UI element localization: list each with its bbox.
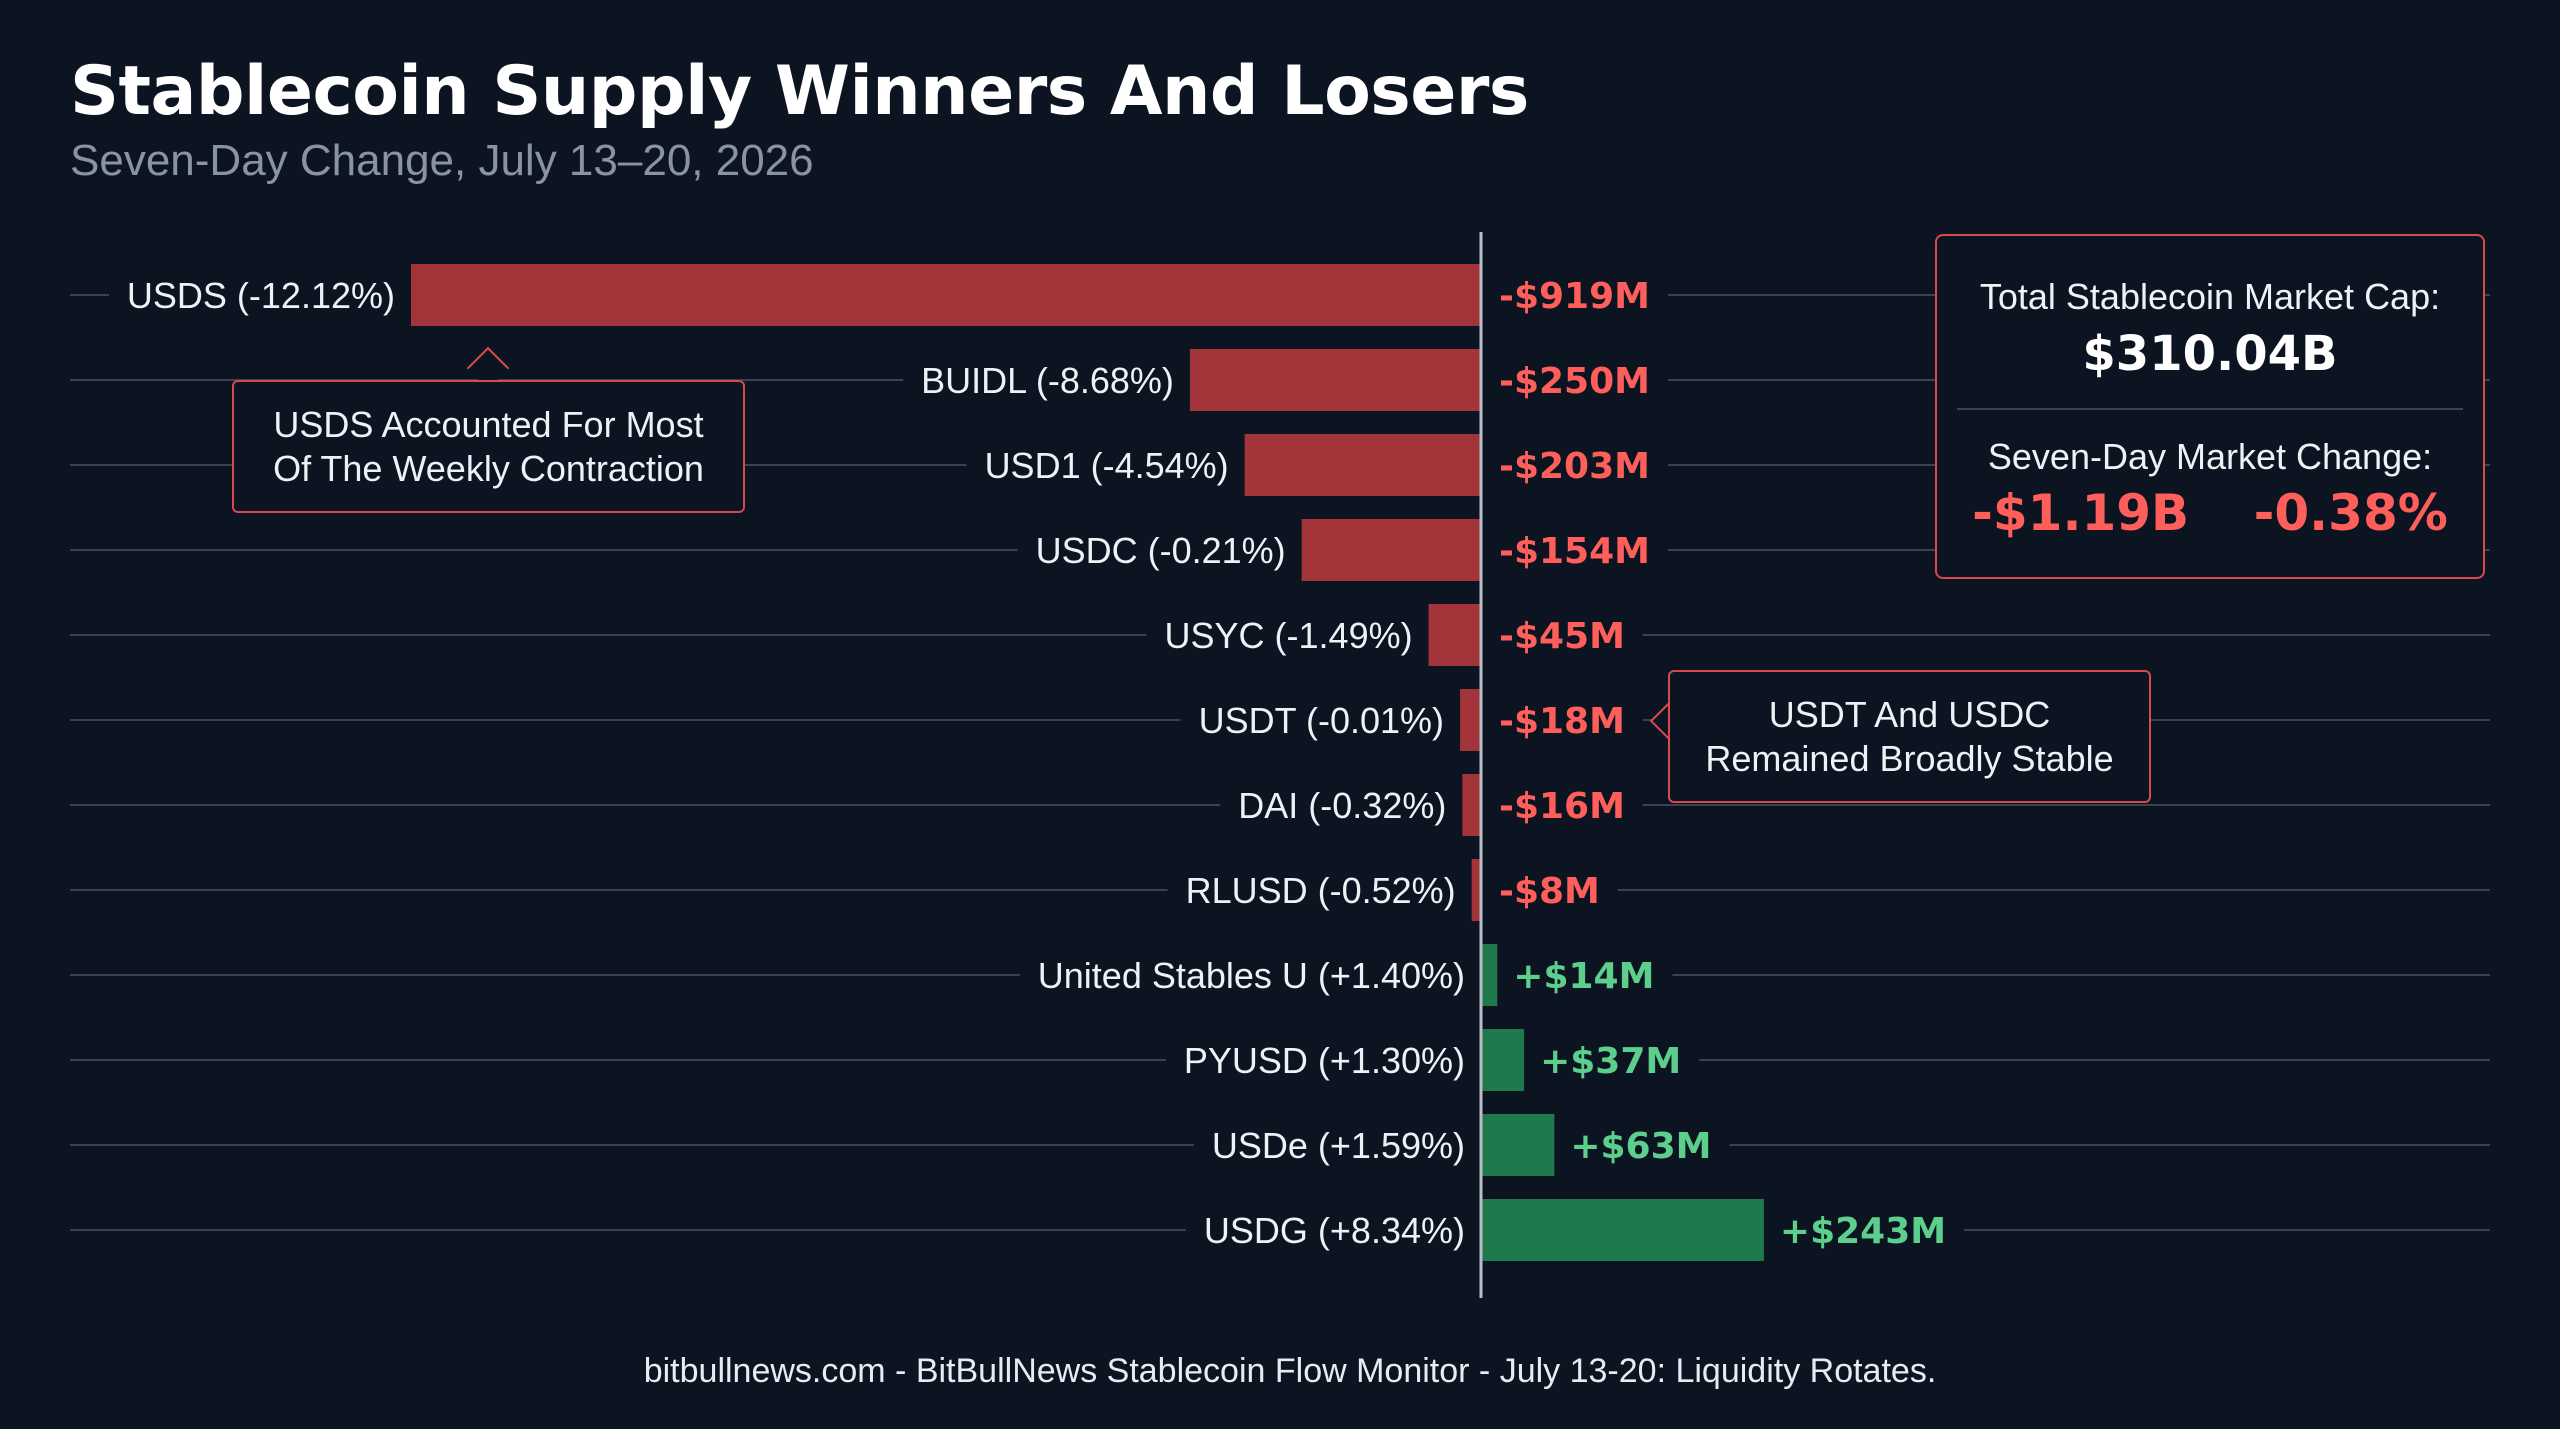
category-label: USDT (-0.01%) <box>1199 700 1444 741</box>
bar <box>1301 519 1481 581</box>
bar <box>1189 349 1481 411</box>
value-label: -$919M <box>1499 276 1650 317</box>
bar <box>1481 944 1498 1006</box>
market-stats-panel: Total Stablecoin Market Cap: $310.04B Se… <box>1935 234 2485 579</box>
value-label: +$243M <box>1780 1211 1946 1252</box>
bar-chart: USDS (-12.12%) -$919M BUIDL (-8.68%) -$250M… <box>70 232 2490 1298</box>
bar <box>1244 434 1481 496</box>
category-label: USYC (-1.49%) <box>1165 615 1413 656</box>
usds-callout: USDS Accounted For Most Of The Weekly Co… <box>232 380 745 513</box>
value-label: +$37M <box>1540 1041 1681 1082</box>
bar <box>1481 1114 1555 1176</box>
value-label: -$250M <box>1499 361 1650 402</box>
stable-callout: USDT And USDC Remained Broadly Stable <box>1668 670 2151 803</box>
value-label: -$45M <box>1499 616 1625 657</box>
value-label: -$18M <box>1499 701 1625 742</box>
bar <box>1471 859 1481 921</box>
value-label: +$63M <box>1570 1126 1711 1167</box>
value-label: -$154M <box>1499 531 1650 572</box>
category-label: PYUSD (+1.30%) <box>1184 1040 1465 1081</box>
stable-callout-line2: Remained Broadly Stable <box>1705 738 2114 779</box>
stats-divider <box>1957 408 2463 410</box>
market-change-label: Seven-Day Market Change: <box>1987 436 2433 477</box>
market-change-abs: -$1.19B <box>1972 484 2190 542</box>
usds-callout-line1: USDS Accounted For Most <box>273 404 704 445</box>
category-label: United Stables U (+1.40%) <box>1038 955 1465 996</box>
bar <box>1428 604 1481 666</box>
category-label: DAI (-0.32%) <box>1238 785 1446 826</box>
category-label: BUIDL (-8.68%) <box>921 360 1174 401</box>
value-label: -$16M <box>1499 786 1625 827</box>
value-label: +$14M <box>1513 956 1654 997</box>
value-label: -$203M <box>1499 446 1650 487</box>
bar <box>1481 1199 1764 1261</box>
category-label: USD1 (-4.54%) <box>985 445 1229 486</box>
category-label: USDe (+1.59%) <box>1212 1125 1465 1166</box>
chart-subtitle: Seven-Day Change, July 13–20, 2026 <box>70 136 814 185</box>
bar <box>1460 689 1481 751</box>
footer-source: bitbullnews.com - BitBullNews Stablecoin… <box>643 1352 1937 1390</box>
category-label: USDS (-12.12%) <box>127 275 395 316</box>
category-label: USDC (-0.21%) <box>1036 530 1286 571</box>
market-cap-label: Total Stablecoin Market Cap: <box>1979 276 2441 317</box>
bar <box>1462 774 1481 836</box>
market-cap-value: $310.04B <box>2082 326 2338 382</box>
bar <box>1481 1029 1525 1091</box>
stable-callout-line1: USDT And USDC <box>1768 694 2051 735</box>
category-label: USDG (+8.34%) <box>1204 1210 1465 1251</box>
market-change-pct: -0.38% <box>2253 484 2448 542</box>
value-label: -$8M <box>1499 871 1600 912</box>
usds-callout-line2: Of The Weekly Contraction <box>273 448 704 489</box>
chart-title: Stablecoin Supply Winners And Losers <box>70 52 1529 131</box>
bar <box>411 264 1481 326</box>
category-label: RLUSD (-0.52%) <box>1186 870 1456 911</box>
